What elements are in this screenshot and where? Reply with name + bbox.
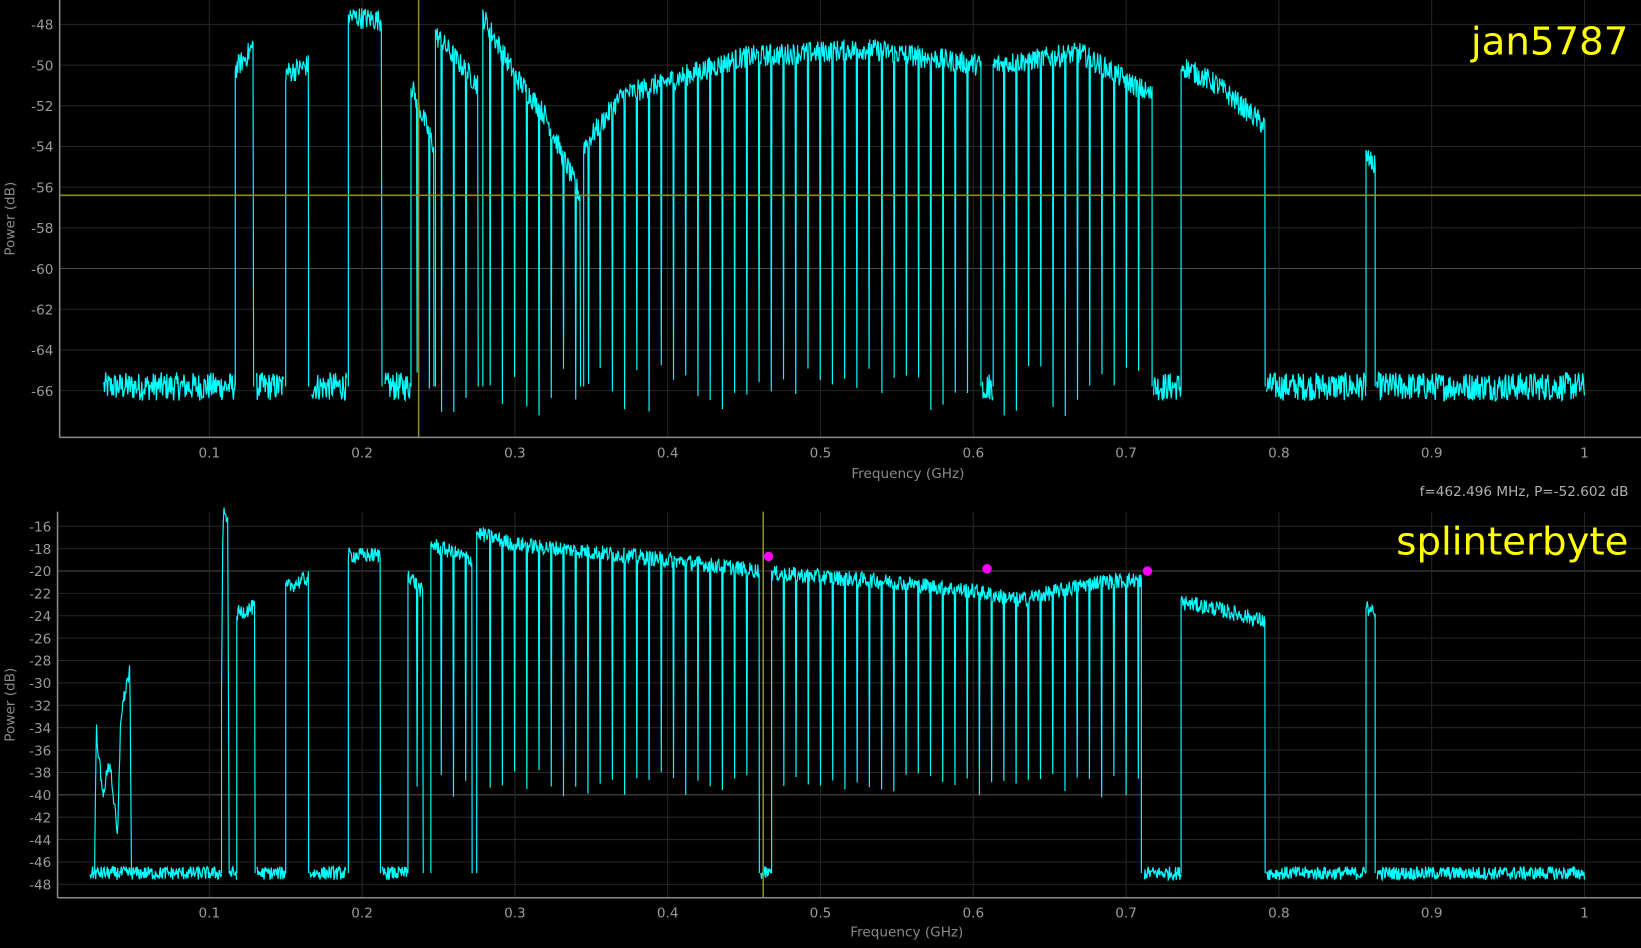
y-tick-label: -34	[29, 721, 51, 737]
noise-floor-trace	[1266, 866, 1367, 881]
noise-floor-trace	[381, 866, 409, 880]
y-tick-label: -64	[31, 343, 53, 359]
signal-band-trace	[482, 9, 582, 416]
signal-band-trace	[94, 665, 132, 874]
x-tick-label: 0.4	[657, 445, 679, 461]
x-tick-label: 0.3	[504, 906, 526, 922]
signal-band-trace	[407, 571, 424, 874]
x-tick-label: 0.2	[351, 445, 373, 461]
y-tick-label: -26	[29, 631, 51, 647]
signal-band-trace	[347, 8, 383, 387]
y-tick-label: -20	[29, 564, 51, 580]
noise-floor-trace	[981, 374, 994, 401]
x-tick-label: 1	[1580, 906, 1589, 922]
trace-tag: jan5787	[1470, 19, 1629, 64]
x-tick-label: 0.6	[962, 445, 984, 461]
x-tick-label: 0.9	[1421, 906, 1443, 922]
noise-floor-trace	[1143, 866, 1182, 882]
x-tick-label: 0.7	[1115, 445, 1137, 461]
signal-band-trace	[1180, 596, 1266, 874]
y-tick-label: -22	[29, 587, 51, 603]
noise-floor-trace	[1376, 371, 1586, 403]
y-tick-label: -66	[31, 384, 53, 400]
peak-marker	[763, 551, 774, 562]
y-tick-label: -28	[29, 654, 51, 670]
y-tick-label: -48	[31, 18, 53, 34]
noise-floor-trace	[256, 866, 287, 880]
signal-band-trace	[583, 39, 982, 412]
y-tick-label: -24	[29, 609, 51, 625]
signal-band-trace	[992, 42, 1153, 417]
y-axis-label: Power (dB)	[3, 182, 19, 256]
y-tick-label: -46	[29, 855, 51, 871]
peak-marker	[1142, 566, 1153, 576]
signal-band-trace	[285, 571, 310, 874]
x-tick-label: 0.2	[351, 906, 373, 922]
x-tick-label: 0.6	[962, 906, 984, 922]
plot-splinterbyte: -16 -18 -20 -22 -24 -26 -28 -30 -32 -34 -36 -38 -40 -…	[3, 507, 1641, 940]
signal-band-trace	[1365, 601, 1376, 874]
y-tick-label: -42	[29, 810, 51, 826]
signal-band-trace	[285, 55, 310, 387]
noise-floor-trace	[256, 372, 285, 401]
plot-jan5787: -48 -50 -52 -54 -56 -58 -60 -62 -64 -66 0.1 0.2 0.3 0…	[3, 0, 1641, 482]
signal-band-trace	[430, 539, 473, 874]
noise-floor-trace	[1152, 373, 1182, 402]
y-tick-label: -16	[29, 519, 51, 535]
signal-band-trace	[347, 547, 382, 874]
signal-band-trace	[1365, 149, 1376, 387]
x-tick-label: 0.1	[198, 445, 220, 461]
x-tick-label: 0.3	[504, 445, 526, 461]
y-tick-label: -58	[31, 221, 53, 237]
noise-floor-trace	[103, 372, 236, 401]
y-tick-label: -62	[31, 302, 53, 318]
x-tick-label: 0.1	[198, 906, 220, 922]
signal-band-trace	[434, 28, 479, 413]
noise-floor-trace	[311, 372, 348, 401]
peak-marker	[982, 564, 992, 574]
signal-band-trace	[1180, 59, 1266, 387]
noise-floor-trace	[384, 372, 412, 402]
y-tick-label: -52	[31, 99, 53, 115]
x-tick-label: 0.8	[1268, 906, 1290, 922]
x-axis-label: Frequency (GHz)	[850, 924, 963, 940]
y-tick-label: -36	[29, 743, 51, 759]
x-tick-label: 1	[1580, 445, 1589, 461]
x-tick-label: 0.4	[657, 906, 679, 922]
y-tick-label: -32	[29, 699, 51, 715]
signal-band-trace	[234, 40, 255, 387]
y-tick-label: -60	[31, 262, 53, 278]
noise-floor-trace	[1376, 865, 1586, 882]
noise-floor-trace	[309, 864, 347, 880]
x-tick-label: 0.7	[1115, 906, 1137, 922]
noise-floor-trace	[89, 865, 223, 881]
y-tick-label: -50	[31, 58, 53, 74]
x-tick-label: 0.9	[1421, 445, 1443, 461]
y-tick-label: -18	[29, 542, 51, 558]
noise-floor-trace	[1266, 372, 1367, 401]
y-tick-label: -56	[31, 180, 53, 196]
signal-band-trace	[771, 565, 1142, 874]
y-tick-label: -44	[29, 833, 51, 849]
signal-band-trace	[476, 527, 760, 874]
x-tick-label: 0.5	[810, 445, 832, 461]
x-tick-label: 0.8	[1268, 445, 1290, 461]
x-tick-label: 0.5	[810, 906, 832, 922]
y-tick-label: -30	[29, 676, 51, 692]
y-axis-label: Power (dB)	[3, 668, 19, 742]
y-tick-label: -38	[29, 766, 51, 782]
signal-band-trace	[236, 600, 256, 874]
signal-band-trace	[410, 81, 435, 389]
signal-band-trace	[220, 507, 230, 874]
trace-tag: splinterbyte	[1396, 520, 1628, 565]
noise-floor-trace	[228, 865, 238, 880]
y-tick-label: -54	[31, 140, 53, 156]
x-axis-label: Frequency (GHz)	[851, 466, 964, 482]
y-tick-label: -40	[29, 788, 51, 804]
cursor-readout: f=462.496 MHz, P=-52.602 dB	[1420, 484, 1629, 500]
y-tick-label: -48	[29, 878, 51, 894]
